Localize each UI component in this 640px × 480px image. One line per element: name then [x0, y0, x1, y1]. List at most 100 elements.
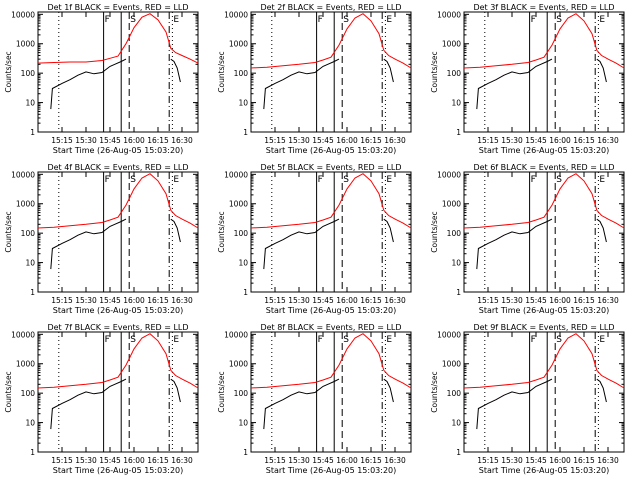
x-tick-label: 16:15 — [573, 136, 595, 145]
lld-rate-line — [250, 13, 412, 69]
x-tick-label: 16:15 — [360, 296, 382, 305]
time-marker-label: E — [173, 15, 179, 25]
y-tick-label: 10000 — [437, 10, 461, 19]
y-tick-label: 1 — [30, 128, 35, 137]
events-rate-line — [50, 378, 127, 430]
x-tick-label: 16:15 — [573, 296, 595, 305]
x-tick-label: 15:15 — [264, 296, 286, 305]
time-marker-label: E — [173, 335, 179, 345]
y-axis-label: Counts/sec — [217, 51, 226, 92]
time-marker-label: F — [318, 175, 323, 185]
time-marker-label: F — [531, 175, 536, 185]
y-axis-label: Counts/sec — [4, 51, 13, 92]
y-tick-label: 10 — [238, 259, 248, 268]
events-rate-line — [596, 218, 607, 243]
time-marker-label: F — [105, 15, 110, 25]
x-tick-label: 15:30 — [501, 296, 523, 305]
y-tick-label: 10000 — [224, 330, 248, 339]
plot-frame — [250, 171, 412, 293]
y-tick-label: 10 — [25, 419, 35, 428]
x-tick-label: 15:15 — [264, 136, 286, 145]
x-tick-label: 15:45 — [525, 296, 547, 305]
time-marker-label: S — [130, 335, 136, 345]
plot-frame — [463, 171, 625, 293]
y-tick-label: 10 — [238, 419, 248, 428]
detector-panel-5: Det 5f BLACK = Events, RED = LLD 1 10 100 10… — [217, 163, 412, 315]
x-tick-label: 16:15 — [360, 456, 382, 465]
y-tick-label: 10 — [451, 419, 461, 428]
time-marker-label: E — [599, 175, 605, 185]
events-rate-line — [383, 378, 394, 403]
x-axis-label: Start Time (26-Aug-05 15:03:20) — [266, 146, 397, 155]
chart-title: Det 4f BLACK = Events, RED = LLD — [47, 163, 188, 172]
y-tick-label: 10 — [451, 99, 461, 108]
y-axis-label: Counts/sec — [430, 371, 439, 412]
x-tick-label: 15:30 — [501, 136, 523, 145]
x-tick-label: 15:30 — [75, 296, 97, 305]
lld-rate-line — [463, 13, 625, 69]
events-rate-line — [596, 58, 607, 83]
y-tick-label: 1000 — [16, 40, 35, 49]
detector-panel-3: Det 3f BLACK = Events, RED = LLD 1 10 100 10… — [430, 3, 625, 155]
chart-title: Det 2f BLACK = Events, RED = LLD — [260, 3, 401, 12]
time-marker-label: F — [531, 15, 536, 25]
y-tick-label: 10000 — [437, 330, 461, 339]
y-tick-label: 100 — [21, 69, 36, 78]
time-marker-label: E — [173, 175, 179, 185]
y-tick-label: 1000 — [229, 40, 248, 49]
x-tick-label: 15:15 — [477, 456, 499, 465]
events-rate-line — [170, 378, 181, 403]
time-marker-label: S — [343, 335, 349, 345]
y-tick-label: 100 — [21, 389, 36, 398]
y-tick-label: 100 — [447, 69, 462, 78]
detector-panel-2: Det 2f BLACK = Events, RED = LLD 1 10 100 10… — [217, 3, 412, 155]
plot-frame — [37, 171, 199, 293]
lld-rate-line — [37, 13, 199, 64]
time-marker-label: E — [386, 175, 392, 185]
events-rate-line — [476, 218, 553, 270]
time-marker-label: S — [556, 175, 562, 185]
time-marker-label: F — [318, 15, 323, 25]
lld-rate-line — [463, 173, 625, 229]
y-tick-label: 100 — [234, 69, 249, 78]
x-tick-label: 15:45 — [312, 136, 334, 145]
chart-title: Det 7f BLACK = Events, RED = LLD — [47, 323, 188, 332]
time-marker-label: E — [599, 15, 605, 25]
x-tick-label: 16:00 — [123, 136, 145, 145]
y-tick-label: 10 — [25, 99, 35, 108]
chart-title: Det 1f BLACK = Events, RED = LLD — [47, 3, 188, 12]
events-rate-line — [263, 378, 340, 430]
x-tick-label: 16:15 — [147, 296, 169, 305]
x-axis-label: Start Time (26-Aug-05 15:03:20) — [479, 306, 610, 315]
x-axis-label: Start Time (26-Aug-05 15:03:20) — [479, 466, 610, 475]
y-tick-label: 1 — [243, 288, 248, 297]
plot-frame — [250, 331, 412, 453]
x-tick-label: 15:45 — [312, 456, 334, 465]
time-marker-label: E — [386, 335, 392, 345]
x-tick-label: 16:30 — [384, 136, 406, 145]
time-marker-label: F — [105, 175, 110, 185]
y-tick-label: 1 — [456, 448, 461, 457]
y-tick-label: 10000 — [11, 170, 35, 179]
x-tick-label: 15:15 — [51, 136, 73, 145]
y-axis-label: Counts/sec — [4, 371, 13, 412]
y-tick-label: 1 — [243, 128, 248, 137]
y-tick-label: 1 — [30, 448, 35, 457]
x-tick-label: 16:15 — [360, 136, 382, 145]
x-tick-label: 16:15 — [147, 136, 169, 145]
y-axis-label: Counts/sec — [217, 371, 226, 412]
x-tick-label: 15:30 — [501, 456, 523, 465]
chart-title: Det 9f BLACK = Events, RED = LLD — [473, 323, 614, 332]
y-tick-label: 100 — [21, 229, 36, 238]
y-axis-label: Counts/sec — [430, 211, 439, 252]
time-marker-label: S — [556, 15, 562, 25]
x-tick-label: 16:30 — [171, 296, 193, 305]
chart-title: Det 8f BLACK = Events, RED = LLD — [260, 323, 401, 332]
events-rate-line — [476, 58, 553, 110]
events-rate-line — [50, 58, 127, 110]
lld-rate-line — [37, 333, 199, 389]
y-axis-label: Counts/sec — [430, 51, 439, 92]
y-tick-label: 1 — [456, 288, 461, 297]
x-tick-label: 15:30 — [75, 136, 97, 145]
